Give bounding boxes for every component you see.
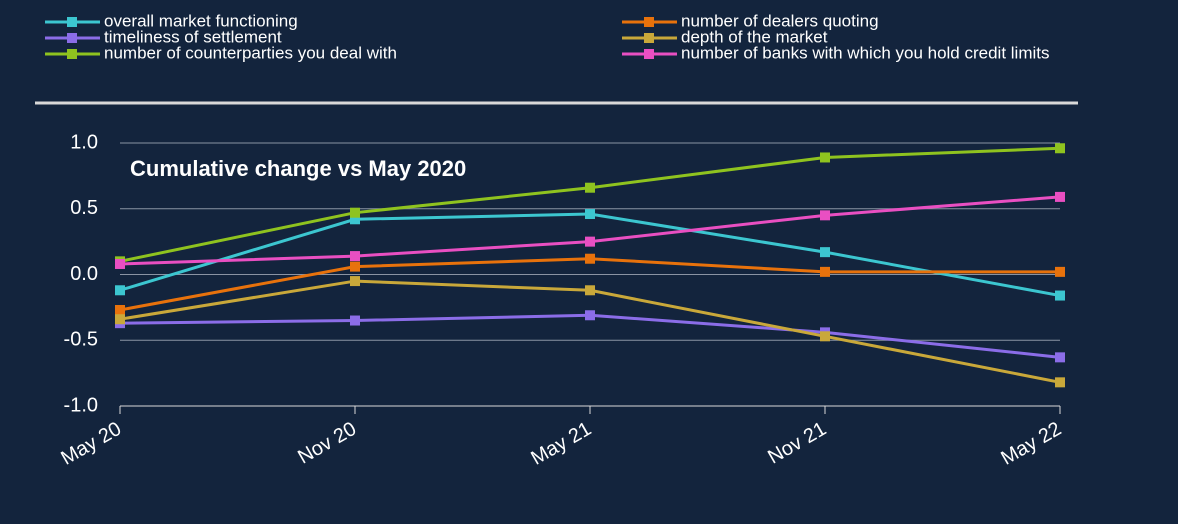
- point-marker: [1055, 377, 1065, 388]
- point-marker: [585, 236, 595, 247]
- legend-label: number of counterparties you deal with: [104, 43, 397, 62]
- point-marker: [585, 285, 595, 296]
- legend-label: overall market functioning: [104, 11, 298, 30]
- point-marker: [115, 258, 125, 269]
- point-marker: [585, 310, 595, 321]
- point-marker: [1055, 191, 1065, 202]
- point-marker: [1055, 352, 1065, 363]
- point-marker: [820, 266, 830, 277]
- point-marker: [350, 261, 360, 272]
- legend-label: timeliness of settlement: [104, 27, 282, 46]
- legend-swatch: [67, 49, 77, 59]
- point-marker: [820, 331, 830, 342]
- y-tick-label: 1.0: [70, 131, 98, 153]
- point-marker: [585, 253, 595, 264]
- point-marker: [820, 152, 830, 163]
- legend-label: number of dealers quoting: [681, 11, 879, 30]
- point-marker: [1055, 290, 1065, 301]
- legend-label: depth of the market: [681, 27, 828, 46]
- legend-swatch: [644, 49, 654, 59]
- point-marker: [350, 214, 360, 225]
- point-marker: [350, 276, 360, 287]
- annotation: Cumulative change vs May 2020: [130, 156, 466, 181]
- point-marker: [350, 207, 360, 218]
- point-marker: [585, 209, 595, 220]
- legend-swatch: [644, 17, 654, 27]
- legend-swatch: [67, 17, 77, 27]
- point-marker: [115, 285, 125, 296]
- point-marker: [820, 247, 830, 258]
- point-marker: [1055, 266, 1065, 277]
- point-marker: [115, 314, 125, 325]
- y-tick-label: 0.0: [70, 263, 98, 285]
- point-marker: [350, 251, 360, 262]
- point-marker: [820, 210, 830, 221]
- y-tick-label: -1.0: [64, 394, 98, 416]
- point-marker: [350, 315, 360, 326]
- point-marker: [585, 182, 595, 193]
- legend-swatch: [67, 33, 77, 43]
- y-tick-label: -0.5: [64, 329, 98, 351]
- legend-swatch: [644, 33, 654, 43]
- point-marker: [1055, 143, 1065, 154]
- point-marker: [115, 305, 125, 316]
- legend-label: number of banks with which you hold cred…: [681, 43, 1050, 62]
- y-tick-label: 0.5: [70, 197, 98, 219]
